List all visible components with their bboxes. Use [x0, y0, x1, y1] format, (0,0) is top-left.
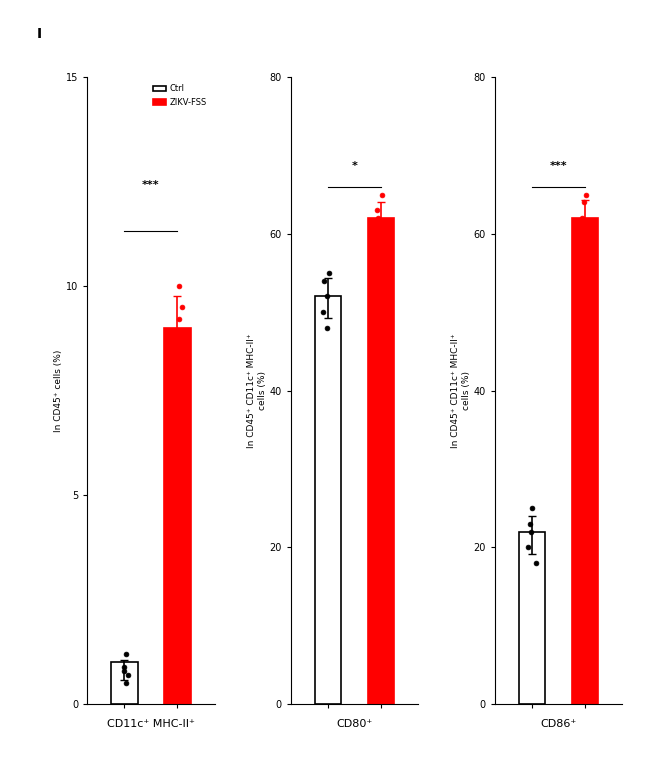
Bar	[519, 532, 545, 704]
Point	[577, 212, 587, 224]
Point	[372, 204, 383, 216]
Y-axis label: In CD45⁺ CD11c⁺ MHC-II⁺
cells (%): In CD45⁺ CD11c⁺ MHC-II⁺ cells (%)	[451, 333, 471, 448]
Point	[176, 301, 187, 313]
Point	[119, 665, 129, 677]
Point	[121, 648, 131, 660]
Bar	[315, 297, 341, 704]
Point	[174, 313, 184, 326]
Point	[579, 197, 590, 209]
Text: *: *	[352, 161, 358, 171]
X-axis label: CD80⁺: CD80⁺	[337, 719, 372, 729]
Point	[580, 244, 590, 256]
Point	[322, 322, 332, 334]
Point	[526, 526, 536, 538]
Point	[377, 188, 387, 200]
Point	[120, 677, 131, 689]
Legend: Ctrl, ZIKV-FSS: Ctrl, ZIKV-FSS	[150, 81, 211, 110]
Point	[578, 228, 588, 240]
Point	[322, 291, 332, 303]
Bar	[368, 218, 395, 704]
Point	[374, 228, 384, 240]
Text: ***: ***	[142, 180, 160, 190]
Bar	[111, 663, 138, 704]
Point	[523, 541, 533, 553]
Bar	[164, 328, 190, 704]
Point	[374, 244, 385, 256]
Bar	[571, 218, 598, 704]
Point	[172, 364, 182, 376]
Text: ***: ***	[549, 161, 567, 171]
Point	[171, 343, 181, 355]
Point	[525, 518, 536, 530]
X-axis label: CD11c⁺ MHC-II⁺: CD11c⁺ MHC-II⁺	[107, 719, 195, 729]
Y-axis label: In CD45⁺ CD11c⁺ MHC-II⁺
cells (%): In CD45⁺ CD11c⁺ MHC-II⁺ cells (%)	[248, 333, 266, 448]
Point	[526, 502, 537, 515]
Point	[174, 280, 185, 292]
Y-axis label: In CD45⁺ cells (%): In CD45⁺ cells (%)	[54, 349, 63, 432]
Point	[324, 267, 334, 279]
X-axis label: CD86⁺: CD86⁺	[540, 719, 577, 729]
Point	[318, 306, 328, 318]
Point	[124, 669, 134, 681]
Point	[580, 188, 591, 200]
Text: I: I	[36, 27, 42, 41]
Point	[318, 275, 329, 287]
Point	[118, 660, 129, 672]
Point	[373, 212, 384, 224]
Point	[530, 557, 541, 569]
